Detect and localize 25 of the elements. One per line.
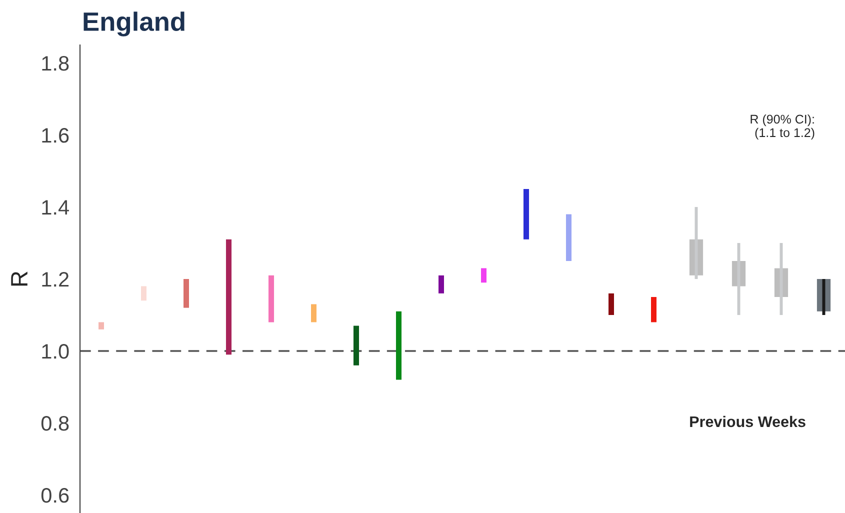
bar: [650, 297, 657, 322]
y-tick-label: 0.6: [41, 488, 69, 503]
bar: [438, 275, 444, 294]
bar: [268, 275, 274, 322]
chart-title: England: [84, 12, 184, 36]
y-tick-label: 1.6: [42, 128, 69, 143]
bar: [480, 268, 487, 283]
y-tick-label: 1.8: [42, 56, 69, 71]
bar: [566, 214, 572, 261]
bar: [523, 189, 530, 240]
y-tick-label: 0.8: [41, 416, 69, 431]
bar: [98, 322, 104, 330]
annotation: Previous Weeks: [690, 416, 806, 428]
y-tick-label: 1.4: [42, 200, 69, 215]
annotation: R (90% CI): (1.1 to 1.2): [750, 114, 814, 140]
y-tick-label: 1.2: [42, 272, 69, 287]
bar: [183, 279, 190, 308]
y-tick-label: 1.0: [42, 344, 69, 359]
bar: [353, 326, 360, 366]
y-axis-title: R: [11, 272, 28, 286]
bar: [310, 304, 317, 322]
bar: [140, 286, 147, 301]
bar: [226, 239, 232, 355]
bar: [608, 293, 614, 315]
bar: [396, 311, 402, 380]
